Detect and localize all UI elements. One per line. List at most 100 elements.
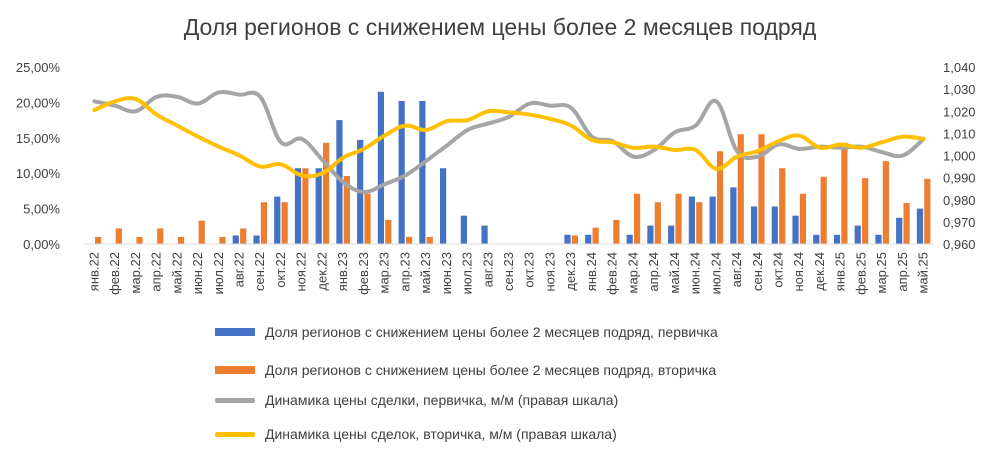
legend-label: Динамика цены сделки, первичка, м/м (пра… [265, 392, 619, 408]
bar-secondary-38 [882, 161, 889, 244]
bar-secondary-5 [198, 220, 205, 244]
right-tick-label: 1,030 [943, 82, 976, 97]
x-tick-label: мар.24 [625, 252, 640, 293]
bar-secondary-26 [633, 193, 641, 244]
bar-primary-34 [792, 215, 799, 244]
bar-primary-18 [460, 215, 467, 244]
bar-primary-32 [750, 206, 758, 244]
legend-item-primary-bars: Доля регионов с снижением цены более 2 м… [215, 322, 718, 342]
bar-primary-39 [896, 217, 903, 244]
bar-secondary-15 [405, 236, 413, 244]
x-tick-label: июл.22 [211, 252, 226, 294]
x-tick-label: сен.24 [750, 252, 765, 291]
x-tick-label: авг.22 [231, 252, 246, 287]
bar-secondary-3 [157, 228, 164, 244]
x-tick-label: окт.24 [771, 252, 786, 288]
legend-item-primary-line: Динамика цены сделки, первичка, м/м (пра… [215, 390, 618, 410]
x-tick-label: окт.23 [522, 252, 537, 288]
x-tick-label: окт.22 [273, 252, 288, 288]
x-tick-label: май.22 [169, 252, 184, 294]
x-tick-label: фев.25 [853, 252, 868, 295]
x-tick-label: ноя.23 [542, 252, 557, 292]
x-tick-label: янв.23 [335, 252, 350, 291]
bar-primary-24 [585, 234, 592, 244]
bar-secondary-37 [862, 178, 869, 244]
bar-primary-26 [626, 234, 633, 244]
bar-secondary-11 [323, 142, 330, 244]
bar-secondary-33 [779, 168, 786, 244]
bar-secondary-30 [716, 151, 724, 244]
bar-secondary-2 [136, 236, 143, 244]
right-tick-label: 0,960 [943, 237, 976, 252]
x-tick-label: янв.24 [584, 252, 599, 291]
bar-secondary-4 [177, 236, 185, 244]
bar-secondary-6 [219, 236, 226, 244]
bar-secondary-0 [94, 236, 102, 244]
x-tick-label: янв.25 [833, 252, 848, 291]
bar-secondary-34 [799, 193, 807, 244]
legend-label: Динамика цены сделок, вторичка, м/м (пра… [265, 426, 617, 442]
left-tick-label: 10,00% [16, 166, 61, 181]
right-tick-label: 1,000 [943, 149, 976, 164]
left-tick-label: 0,00% [23, 237, 60, 252]
x-tick-label: дек.22 [314, 252, 329, 291]
x-tick-label: мар.22 [128, 252, 143, 293]
bar-secondary-28 [675, 193, 682, 244]
legend-label: Доля регионов с снижением цены более 2 м… [265, 362, 717, 378]
bar-primary-7 [232, 235, 239, 244]
right-tick-label: 0,970 [943, 215, 976, 230]
bar-primary-14 [377, 91, 385, 244]
x-tick-label: май.23 [418, 252, 433, 294]
bar-primary-17 [440, 168, 447, 244]
bar-secondary-12 [343, 176, 350, 244]
x-tick-label: фев.24 [605, 252, 620, 295]
x-tick-label: апр.25 [895, 252, 910, 292]
bar-secondary-35 [820, 176, 827, 244]
bar-primary-27 [647, 225, 654, 244]
bar-primary-19 [481, 225, 488, 244]
bar-secondary-10 [302, 168, 309, 244]
x-tick-label: июн.22 [190, 252, 205, 294]
x-axis-ticks: янв.22 фев.22 мар.22 апр.22 май.22 июн.22 июл.… [86, 252, 930, 295]
x-tick-label: июл.24 [708, 252, 723, 294]
x-tick-label: май.25 [916, 252, 931, 294]
x-tick-label: май.24 [667, 252, 682, 294]
x-tick-label: апр.23 [397, 252, 412, 292]
legend-swatch-blue [215, 328, 255, 336]
right-tick-label: 1,020 [943, 104, 976, 119]
bar-primary-37 [854, 225, 861, 244]
bar-primary-23 [564, 234, 571, 244]
x-tick-label: апр.22 [149, 252, 164, 292]
bar-primary-28 [668, 225, 675, 244]
right-tick-label: 1,010 [943, 126, 976, 141]
x-tick-label: авг.24 [729, 252, 744, 287]
x-tick-label: фев.22 [107, 252, 122, 295]
x-tick-label: мар.23 [377, 252, 392, 293]
x-tick-label: авг.23 [480, 252, 495, 287]
bar-secondary-8 [260, 202, 268, 244]
x-tick-label: мар.25 [874, 252, 889, 293]
x-tick-label: ноя.24 [791, 252, 806, 292]
left-tick-label: 5,00% [23, 202, 60, 217]
x-tick-label: июн.24 [688, 252, 703, 294]
right-axis-ticks: 0,960 0,970 0,980 0,990 1,000 1,010 1,020 1,030… [943, 60, 976, 252]
legend-item-secondary-line: Динамика цены сделок, вторичка, м/м (пра… [215, 424, 617, 444]
bar-primary-35 [813, 234, 820, 244]
bar-secondary-16 [426, 236, 433, 244]
x-tick-label: янв.22 [86, 252, 101, 291]
legend-item-secondary-bars: Доля регионов с снижением цены более 2 м… [215, 360, 716, 380]
x-tick-label: апр.24 [646, 252, 661, 292]
x-tick-label: сен.23 [501, 252, 516, 291]
x-tick-label: дек.23 [563, 252, 578, 291]
x-tick-label: фев.23 [356, 252, 371, 295]
bar-primary-31 [730, 187, 737, 244]
bar-secondary-36 [841, 142, 848, 244]
bar-secondary-9 [281, 202, 288, 244]
legend-swatch-orange [215, 366, 255, 374]
bar-primary-29 [688, 196, 695, 244]
bar-primary-33 [771, 206, 778, 244]
x-tick-label: ноя.22 [294, 252, 309, 292]
lines-layer [92, 90, 926, 195]
bar-primary-15 [398, 100, 405, 244]
